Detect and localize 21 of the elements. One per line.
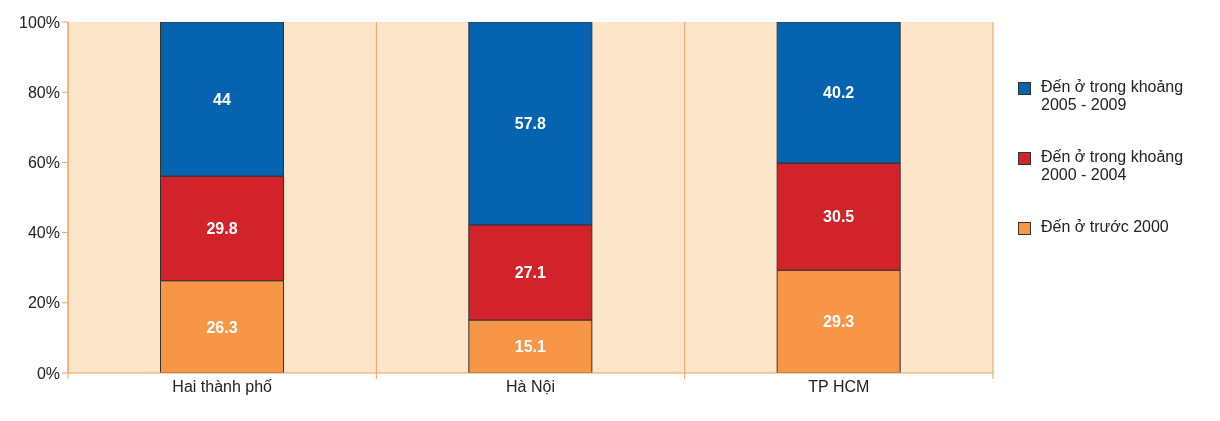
data-label: 40.2	[823, 84, 855, 102]
data-label: 29.8	[206, 220, 238, 238]
legend-label: Đến ở trong khoảng 2005 - 2009	[1041, 78, 1185, 114]
data-label: 29.3	[823, 313, 855, 331]
y-tick-label: 60%	[27, 154, 60, 172]
y-tick-label: 80%	[27, 83, 60, 101]
data-label: 30.5	[823, 208, 855, 226]
legend-label: Đến ở trong khoảng 2000 - 2004	[1041, 148, 1185, 184]
y-tick-label: 100%	[19, 13, 60, 31]
x-tick-label: TP HCM	[808, 378, 870, 396]
y-tick-label: 40%	[27, 224, 60, 242]
y-tick-label: 0%	[36, 364, 60, 382]
data-label: 57.8	[514, 115, 547, 133]
data-label: 26.3	[206, 318, 238, 336]
x-tick-label: Hà Nội	[506, 378, 555, 396]
data-label: 44	[213, 90, 231, 108]
x-tick-label: Hai thành phố	[172, 378, 273, 396]
data-label: 27.1	[514, 264, 547, 282]
legend-label: Đến ở trước 2000	[1041, 218, 1169, 236]
y-tick-label: 20%	[27, 294, 60, 312]
data-label: 15.1	[514, 338, 547, 356]
